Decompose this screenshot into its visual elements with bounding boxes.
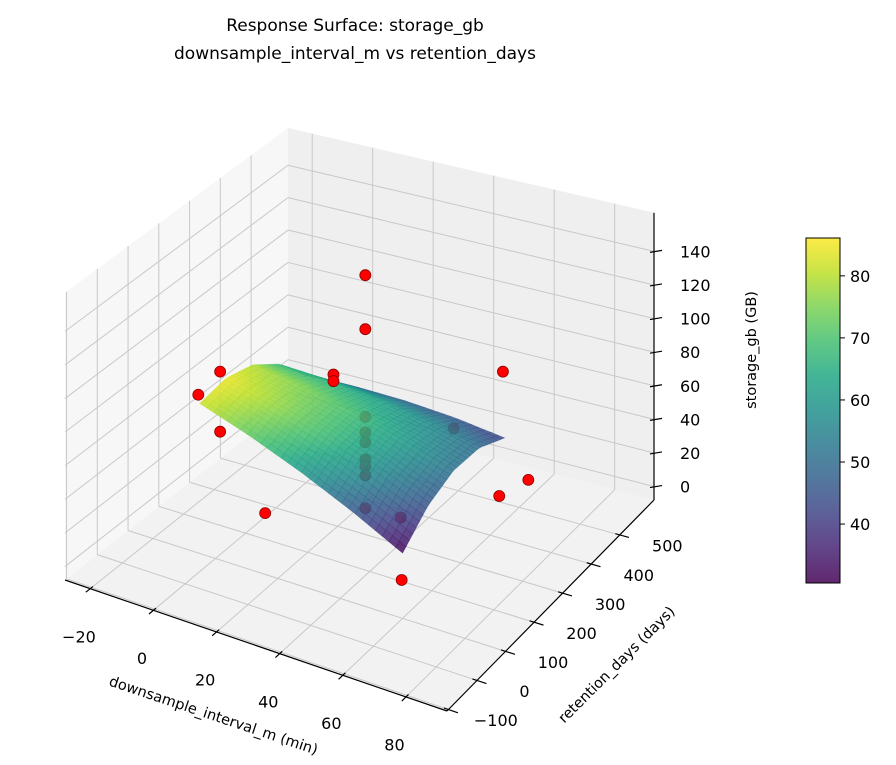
z-tick-label: 40 [680, 410, 700, 429]
x-tick-label: 20 [195, 671, 215, 690]
left-grid-z [64, 262, 289, 433]
x-tick-label: 60 [321, 714, 341, 733]
y-tick [472, 678, 487, 685]
x-tick-label: 40 [258, 692, 278, 711]
chart-title: Response Surface: storage_gb [226, 16, 484, 36]
x-tick-label: 0 [137, 649, 147, 668]
z-tick [649, 384, 663, 388]
left-grid-z [64, 229, 289, 399]
z-tick-label: 20 [680, 444, 700, 463]
x-tick [274, 650, 283, 658]
x-tick [338, 672, 346, 680]
z-tick-label: 80 [680, 343, 700, 362]
left-grid-z [64, 294, 289, 467]
left-wall-pane [65, 128, 288, 580]
floor-grid-y [158, 505, 535, 623]
x-tick [211, 629, 220, 637]
z-tick [649, 451, 663, 455]
grid-lines [64, 133, 655, 711]
z-tick-label: 120 [680, 276, 711, 295]
y-tick [443, 707, 459, 714]
z-tick [649, 350, 663, 354]
floor-grid-y [66, 578, 449, 711]
data-point [395, 574, 408, 586]
y-tick-label: 200 [566, 624, 597, 643]
back-grid-z [287, 197, 655, 286]
z-axis-label: storage_gb (GB) [744, 291, 760, 409]
x-tick [401, 694, 409, 702]
data-point [522, 473, 535, 486]
floor-pane [65, 405, 654, 711]
x-tick-label: 80 [384, 735, 404, 754]
surface-facet [395, 540, 407, 554]
colorbar-tick-label: 80 [850, 267, 870, 286]
back-grid-z [287, 359, 655, 454]
colorbar-tick-label: 50 [850, 453, 870, 472]
scatter-points-front [192, 269, 535, 586]
y-tick [500, 649, 516, 655]
y-tick-label: 300 [595, 595, 626, 614]
z-tick [649, 249, 663, 253]
data-point [493, 490, 506, 502]
z-tick [649, 316, 663, 321]
z-tick-label: 0 [680, 478, 690, 497]
data-point [359, 323, 372, 336]
axes: −20020406080−100010020030040050002040608… [62, 212, 711, 754]
back-grid-z [287, 164, 655, 252]
floor-grid-y [189, 481, 563, 594]
data-point [359, 269, 372, 282]
left-grid-z [64, 197, 289, 366]
x-axis-line [64, 579, 448, 712]
y-axis-label: retention_days (days) [556, 604, 679, 727]
y-tick [529, 620, 544, 626]
left-grid-z [64, 326, 289, 500]
colorbar-tick-label: 40 [850, 515, 870, 534]
axis-panes [65, 128, 654, 711]
z-tick [649, 283, 663, 287]
y-tick-label: 400 [623, 566, 654, 585]
y-tick-label: 0 [519, 682, 529, 701]
floor-grid-y [127, 530, 506, 652]
y-tick-label: 100 [538, 653, 569, 672]
left-grid-z [64, 164, 289, 332]
z-tick-label: 60 [680, 377, 700, 396]
z-tick [649, 417, 663, 421]
x-tick [85, 586, 94, 593]
x-tick [148, 607, 157, 615]
z-tick-label: 140 [680, 242, 711, 261]
data-point [214, 425, 227, 438]
colorbar: 40 50 60 70 80 [805, 237, 870, 584]
y-tick [557, 591, 573, 597]
y-tick [615, 533, 630, 539]
colorbar-tick-label: 70 [850, 329, 870, 348]
colorbar-tick-label: 60 [850, 391, 870, 410]
floor-grid-y [97, 554, 478, 681]
back-grid-z [287, 294, 655, 387]
y-tick [586, 562, 601, 568]
colorbar-gradient [805, 237, 841, 584]
x-tick-label: −20 [62, 628, 96, 647]
z-tick-label: 100 [680, 310, 711, 329]
back-grid-z [287, 229, 655, 320]
data-point [192, 388, 205, 401]
data-point [214, 365, 227, 378]
y-tick-label: 500 [652, 537, 683, 556]
z-tick [649, 484, 663, 489]
data-point [497, 365, 509, 378]
y-tick-label: −100 [474, 711, 518, 730]
data-point [259, 507, 272, 520]
data-point [327, 375, 340, 388]
chart-subtitle: downsample_interval_m vs retention_days [174, 44, 536, 64]
back-grid-z [287, 261, 655, 353]
back-grid-z [287, 326, 655, 420]
